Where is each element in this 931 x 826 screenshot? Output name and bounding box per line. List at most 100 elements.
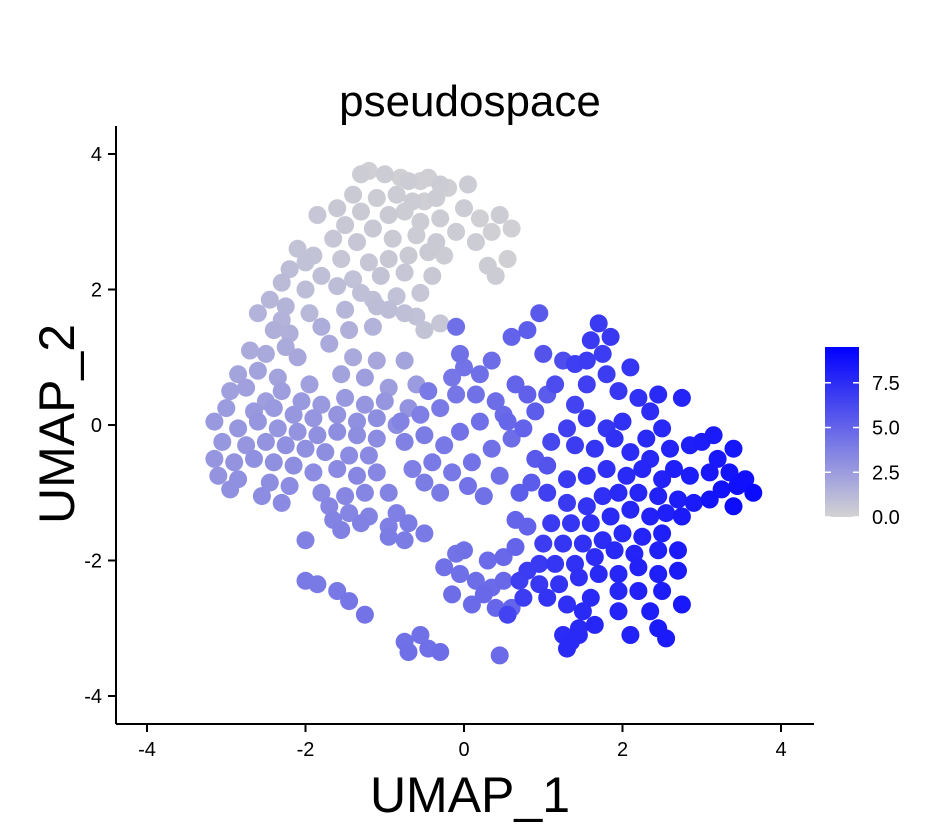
data-point	[435, 558, 454, 577]
data-point	[597, 460, 616, 478]
data-point	[530, 575, 549, 594]
data-point	[466, 571, 485, 590]
data-point	[423, 266, 442, 285]
data-point	[669, 561, 687, 580]
data-point	[395, 202, 414, 221]
data-point	[665, 460, 683, 478]
data-point	[649, 487, 668, 506]
data-point	[605, 429, 624, 448]
data-point	[260, 290, 279, 309]
data-point	[328, 422, 347, 441]
data-point	[205, 412, 224, 431]
data-point	[288, 239, 307, 258]
data-point	[348, 426, 366, 445]
data-point	[585, 548, 604, 567]
data-point	[672, 595, 691, 614]
data-point	[447, 317, 466, 336]
data-point	[245, 449, 263, 468]
data-point	[585, 615, 604, 634]
data-point	[217, 399, 236, 418]
data-point	[530, 554, 549, 573]
data-point	[625, 544, 644, 563]
data-point	[363, 219, 382, 238]
data-point	[272, 382, 291, 401]
data-point	[367, 409, 386, 428]
data-point	[260, 473, 279, 492]
data-point	[609, 602, 628, 621]
data-point	[367, 189, 386, 207]
data-point	[577, 375, 596, 394]
x-ticks: -4 -2 0 2 4	[138, 724, 787, 761]
data-point	[629, 558, 648, 577]
data-point	[336, 300, 355, 319]
data-point	[387, 185, 406, 204]
data-point	[490, 466, 509, 485]
data-point	[566, 554, 584, 573]
data-point	[577, 497, 596, 516]
data-point	[435, 246, 454, 265]
data-point	[332, 365, 351, 384]
data-point	[427, 189, 446, 207]
data-point	[340, 504, 359, 523]
data-point	[669, 541, 687, 560]
data-point	[558, 639, 576, 658]
data-point	[609, 483, 628, 502]
data-point	[209, 466, 228, 485]
data-point	[371, 266, 390, 285]
data-point	[340, 321, 359, 340]
data-point	[581, 331, 600, 350]
data-point	[494, 571, 513, 590]
data-point	[292, 392, 311, 411]
data-point	[502, 219, 521, 238]
data-point	[443, 463, 462, 482]
data-point	[577, 351, 596, 370]
data-point	[546, 554, 565, 573]
data-point	[316, 443, 335, 462]
data-point	[649, 385, 668, 404]
data-point	[593, 531, 612, 550]
legend-tick-label: 0.0	[872, 507, 900, 529]
data-point	[550, 575, 569, 594]
color-legend: 0.0 2.5 5.0 7.5	[825, 347, 900, 529]
data-point	[573, 534, 592, 553]
data-point	[498, 605, 517, 624]
data-point	[431, 399, 450, 418]
data-point	[490, 206, 509, 224]
data-point	[419, 382, 438, 401]
data-point	[308, 426, 327, 445]
legend-ticks: 0.0 2.5 5.0 7.5	[825, 373, 900, 529]
data-point	[367, 429, 386, 448]
data-point	[300, 375, 319, 394]
data-point	[486, 392, 505, 411]
data-point	[554, 534, 573, 553]
data-point	[296, 531, 315, 550]
data-point	[312, 395, 331, 414]
data-point	[609, 565, 628, 583]
data-point	[415, 321, 434, 340]
data-point	[431, 314, 450, 333]
data-point	[264, 321, 283, 340]
data-point	[538, 588, 557, 607]
data-point	[276, 297, 295, 316]
data-point	[411, 626, 430, 644]
data-point	[601, 507, 620, 526]
data-point	[415, 473, 434, 492]
data-point	[577, 466, 596, 485]
data-point	[280, 324, 299, 343]
data-point	[264, 453, 283, 472]
data-point	[506, 538, 525, 556]
data-point	[744, 483, 763, 502]
data-point	[589, 314, 608, 333]
data-point	[395, 351, 414, 370]
data-point	[593, 487, 612, 506]
data-point	[566, 436, 584, 455]
legend-tick-label: 7.5	[872, 373, 900, 395]
data-point	[585, 439, 604, 458]
data-point	[415, 524, 434, 543]
y-tick-label: 2	[91, 280, 102, 302]
data-point	[355, 605, 374, 624]
data-point	[558, 595, 576, 614]
data-point	[395, 531, 414, 550]
data-point	[538, 483, 557, 502]
data-point	[526, 402, 545, 421]
